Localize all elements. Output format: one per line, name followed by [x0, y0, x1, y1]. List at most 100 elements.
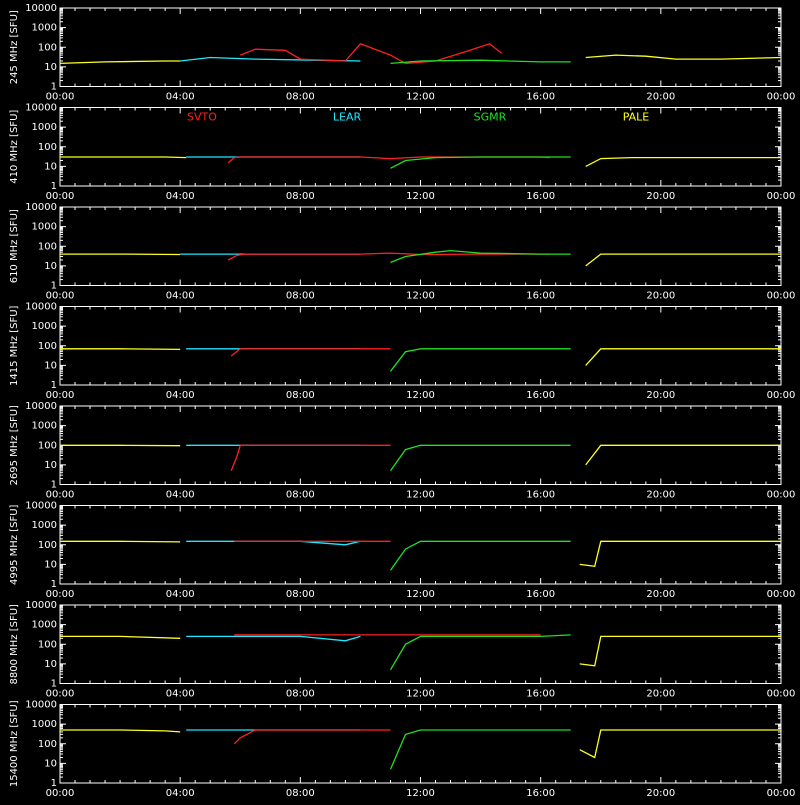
y-axis-label: 245 MHz [SFU]	[9, 10, 20, 84]
y-tick-label: 10	[44, 460, 57, 471]
series-pale-line	[60, 636, 180, 638]
x-tick-label: 04:00	[166, 191, 195, 202]
series-pale-line	[60, 349, 180, 350]
y-axis-label: 15400 MHz [SFU]	[9, 700, 20, 787]
y-tick-label: 1000	[32, 620, 57, 631]
y-tick-label: 100	[38, 739, 57, 750]
frequency-label: 2695 MHz	[9, 435, 20, 485]
x-tick-label: 00:00	[767, 191, 796, 202]
x-tick-label: 12:00	[406, 689, 435, 700]
x-tick-label: 00:00	[767, 390, 796, 401]
series-pale-line	[60, 541, 180, 542]
x-tick-label: 08:00	[286, 390, 315, 401]
x-tick-label: 00:00	[767, 589, 796, 600]
unit-label: [SFU]	[9, 405, 20, 432]
series-pale-line	[580, 730, 781, 758]
x-tick-label: 16:00	[526, 92, 555, 103]
series-svto-line	[234, 730, 390, 744]
series-pale-line	[60, 730, 180, 732]
frequency-label: 410 MHz	[9, 140, 20, 184]
x-tick-label: 12:00	[406, 92, 435, 103]
legend-lear: LEAR	[333, 111, 362, 124]
y-tick-label: 10000	[25, 103, 57, 114]
series-pale-line	[580, 541, 781, 566]
x-tick-label: 20:00	[646, 589, 675, 600]
y-axis-label: 410 MHz [SFU]	[9, 110, 20, 184]
legend-sgmr: SGMR	[474, 111, 507, 124]
y-tick-label: 100	[38, 341, 57, 352]
x-tick-label: 04:00	[166, 291, 195, 302]
plot-frame	[60, 8, 781, 87]
x-tick-label: 16:00	[526, 788, 555, 799]
x-tick-label: 16:00	[526, 589, 555, 600]
frequency-label: 8800 MHz	[9, 634, 20, 684]
y-tick-label: 100	[38, 42, 57, 53]
series-sgmr-line	[391, 730, 571, 769]
legend-svto: SVTO	[187, 111, 217, 124]
plot-frame	[60, 307, 781, 386]
x-tick-label: 20:00	[646, 490, 675, 501]
y-axis-label: 2695 MHz [SFU]	[9, 405, 20, 486]
y-tick-label: 100	[38, 142, 57, 153]
x-tick-label: 16:00	[526, 390, 555, 401]
y-tick-label: 100	[38, 241, 57, 252]
series-pale-line	[60, 157, 186, 158]
x-tick-label: 04:00	[166, 390, 195, 401]
y-tick-label: 1000	[32, 222, 57, 233]
y-axis-label: 1415 MHz [SFU]	[9, 305, 20, 386]
y-axis-label: 4995 MHz [SFU]	[9, 504, 20, 585]
x-tick-label: 04:00	[166, 689, 195, 700]
unit-label: [SFU]	[9, 604, 20, 631]
y-tick-label: 10	[44, 758, 57, 769]
x-tick-label: 00:00	[46, 490, 75, 501]
series-pale-line	[60, 61, 180, 63]
unit-label: [SFU]	[9, 305, 20, 332]
y-tick-label: 1000	[32, 520, 57, 531]
legend: SVTO LEAR SGMR PALE	[187, 111, 649, 124]
series-pale-line	[586, 158, 781, 167]
x-tick-label: 20:00	[646, 191, 675, 202]
x-tick-label: 16:00	[526, 191, 555, 202]
x-tick-label: 04:00	[166, 490, 195, 501]
x-tick-label: 00:00	[767, 689, 796, 700]
y-tick-label: 1000	[32, 23, 57, 34]
x-tick-label: 08:00	[286, 191, 315, 202]
legend-pale: PALE	[623, 111, 650, 124]
x-tick-label: 16:00	[526, 689, 555, 700]
series-svto-line	[228, 157, 550, 163]
x-tick-label: 00:00	[46, 191, 75, 202]
frequency-label: 245 MHz	[9, 41, 20, 85]
y-tick-label: 100	[38, 540, 57, 551]
plot-frame	[60, 506, 781, 585]
y-axis-label: 610 MHz [SFU]	[9, 209, 20, 283]
y-tick-label: 10	[44, 261, 57, 272]
unit-label: [SFU]	[9, 10, 20, 37]
y-tick-label: 10000	[25, 302, 57, 313]
x-tick-label: 20:00	[646, 291, 675, 302]
x-tick-label: 08:00	[286, 788, 315, 799]
x-tick-label: 20:00	[646, 689, 675, 700]
x-tick-label: 12:00	[406, 788, 435, 799]
series-pale-line	[586, 349, 781, 366]
y-tick-label: 10000	[25, 700, 57, 711]
x-tick-label: 04:00	[166, 589, 195, 600]
y-tick-label: 100	[38, 639, 57, 650]
x-tick-label: 04:00	[166, 92, 195, 103]
unit-label: [SFU]	[9, 209, 20, 236]
series-pale-line	[586, 254, 781, 266]
y-tick-label: 1000	[32, 122, 57, 133]
x-tick-label: 00:00	[46, 92, 75, 103]
x-tick-label: 12:00	[406, 291, 435, 302]
plot-frame	[60, 705, 781, 784]
series-pale-line	[580, 636, 781, 665]
x-tick-label: 16:00	[526, 291, 555, 302]
series-svto-line	[231, 445, 390, 471]
x-tick-label: 04:00	[166, 788, 195, 799]
plot-frame	[60, 605, 781, 684]
series-sgmr-line	[391, 445, 571, 471]
